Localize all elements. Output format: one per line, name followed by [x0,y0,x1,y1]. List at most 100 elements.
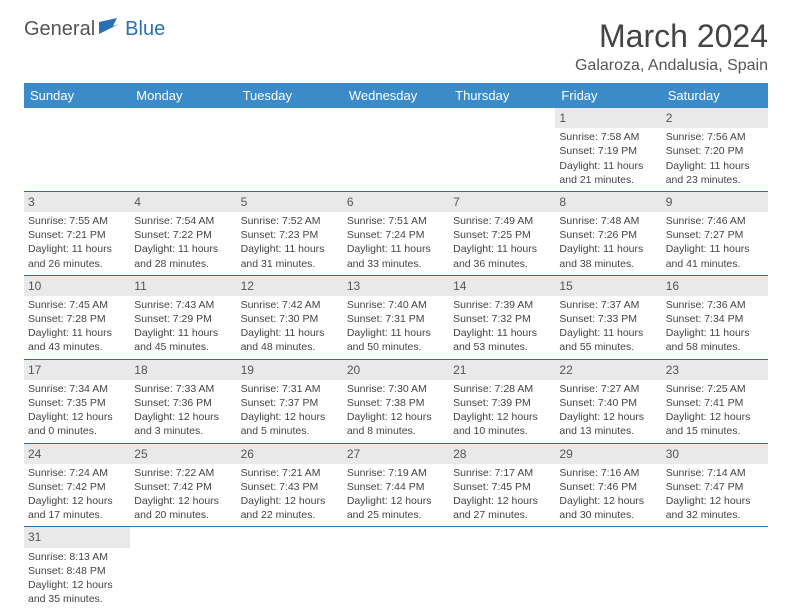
day-number: 17 [24,360,130,380]
day-number: 27 [343,444,449,464]
cell-line: Sunrise: 7:42 AM [241,298,339,312]
cell-line: Sunrise: 7:45 AM [28,298,126,312]
calendar-body: 1Sunrise: 7:58 AMSunset: 7:19 PMDaylight… [24,108,768,610]
cell-line: Sunrise: 7:28 AM [453,382,551,396]
cell-line: Daylight: 12 hours [241,494,339,508]
calendar-row: 10Sunrise: 7:45 AMSunset: 7:28 PMDayligh… [24,275,768,359]
calendar-cell: 8Sunrise: 7:48 AMSunset: 7:26 PMDaylight… [555,191,661,275]
cell-line: and 27 minutes. [453,508,551,522]
calendar-cell: 21Sunrise: 7:28 AMSunset: 7:39 PMDayligh… [449,359,555,443]
month-title: March 2024 [575,18,768,55]
cell-line: Daylight: 12 hours [28,578,126,592]
calendar-cell: 13Sunrise: 7:40 AMSunset: 7:31 PMDayligh… [343,275,449,359]
cell-line: Sunrise: 7:39 AM [453,298,551,312]
cell-line: Sunset: 7:28 PM [28,312,126,326]
cell-line: Sunset: 7:44 PM [347,480,445,494]
cell-line: and 21 minutes. [559,173,657,187]
cell-line: Sunset: 7:33 PM [559,312,657,326]
calendar-cell: 23Sunrise: 7:25 AMSunset: 7:41 PMDayligh… [662,359,768,443]
cell-line: Sunrise: 7:51 AM [347,214,445,228]
cell-line: Sunrise: 7:58 AM [559,130,657,144]
calendar-cell: 15Sunrise: 7:37 AMSunset: 7:33 PMDayligh… [555,275,661,359]
calendar-cell: 16Sunrise: 7:36 AMSunset: 7:34 PMDayligh… [662,275,768,359]
weekday-header: Tuesday [237,83,343,108]
cell-line: Daylight: 11 hours [453,326,551,340]
calendar-cell: 11Sunrise: 7:43 AMSunset: 7:29 PMDayligh… [130,275,236,359]
cell-line: Sunset: 7:35 PM [28,396,126,410]
cell-line: Daylight: 12 hours [347,494,445,508]
day-number: 28 [449,444,555,464]
weekday-header: Wednesday [343,83,449,108]
title-block: March 2024 Galaroza, Andalusia, Spain [575,18,768,75]
day-number: 22 [555,360,661,380]
cell-line: Sunset: 7:30 PM [241,312,339,326]
cell-line: Sunrise: 7:40 AM [347,298,445,312]
calendar-row: 17Sunrise: 7:34 AMSunset: 7:35 PMDayligh… [24,359,768,443]
cell-line: Sunset: 7:45 PM [453,480,551,494]
day-number: 9 [662,192,768,212]
logo: General Blue [24,18,165,41]
cell-line: and 23 minutes. [666,173,764,187]
cell-line: and 33 minutes. [347,257,445,271]
cell-line: and 48 minutes. [241,340,339,354]
cell-line: Daylight: 11 hours [559,159,657,173]
day-number: 25 [130,444,236,464]
cell-line: Sunrise: 7:54 AM [134,214,232,228]
cell-line: and 10 minutes. [453,424,551,438]
day-number: 11 [130,276,236,296]
cell-line: Sunset: 7:31 PM [347,312,445,326]
calendar-table: Sunday Monday Tuesday Wednesday Thursday… [24,83,768,610]
cell-line: Sunset: 7:39 PM [453,396,551,410]
logo-text-general: General [24,18,95,41]
cell-line: Sunrise: 7:43 AM [134,298,232,312]
day-number: 12 [237,276,343,296]
day-number: 16 [662,276,768,296]
cell-line: Daylight: 12 hours [559,410,657,424]
header: General Blue March 2024 Galaroza, Andalu… [24,18,768,75]
day-number: 15 [555,276,661,296]
calendar-cell: 28Sunrise: 7:17 AMSunset: 7:45 PMDayligh… [449,443,555,527]
day-number: 21 [449,360,555,380]
calendar-cell: 7Sunrise: 7:49 AMSunset: 7:25 PMDaylight… [449,191,555,275]
day-number: 18 [130,360,236,380]
cell-line: Sunset: 7:26 PM [559,228,657,242]
cell-line: Sunset: 7:42 PM [134,480,232,494]
cell-line: Daylight: 12 hours [347,410,445,424]
cell-line: Sunrise: 7:52 AM [241,214,339,228]
cell-line: Sunrise: 7:36 AM [666,298,764,312]
cell-line: Sunrise: 7:56 AM [666,130,764,144]
cell-line: and 28 minutes. [134,257,232,271]
cell-line: Sunrise: 7:49 AM [453,214,551,228]
cell-line: Daylight: 12 hours [134,494,232,508]
cell-line: and 22 minutes. [241,508,339,522]
day-number: 19 [237,360,343,380]
cell-line: and 41 minutes. [666,257,764,271]
calendar-cell: 29Sunrise: 7:16 AMSunset: 7:46 PMDayligh… [555,443,661,527]
day-number: 5 [237,192,343,212]
day-number: 7 [449,192,555,212]
calendar-cell: 27 Sunrise: 7:19 AMSunset: 7:44 PMDayligh… [343,443,449,527]
cell-line: Daylight: 12 hours [666,410,764,424]
weekday-header: Sunday [24,83,130,108]
cell-line: and 25 minutes. [347,508,445,522]
calendar-cell: 14Sunrise: 7:39 AMSunset: 7:32 PMDayligh… [449,275,555,359]
cell-line: and 17 minutes. [28,508,126,522]
cell-line: and 38 minutes. [559,257,657,271]
day-number: 2 [662,108,768,128]
calendar-cell [449,527,555,610]
calendar-cell: 12Sunrise: 7:42 AMSunset: 7:30 PMDayligh… [237,275,343,359]
calendar-cell: 10Sunrise: 7:45 AMSunset: 7:28 PMDayligh… [24,275,130,359]
day-number: 29 [555,444,661,464]
cell-line: Sunset: 7:21 PM [28,228,126,242]
day-number: 6 [343,192,449,212]
cell-line: and 26 minutes. [28,257,126,271]
cell-line: Sunset: 7:24 PM [347,228,445,242]
cell-line: Sunset: 7:38 PM [347,396,445,410]
day-number: 20 [343,360,449,380]
calendar-cell: 1Sunrise: 7:58 AMSunset: 7:19 PMDaylight… [555,108,661,191]
cell-line: Daylight: 11 hours [134,326,232,340]
cell-line: and 0 minutes. [28,424,126,438]
calendar-cell [662,527,768,610]
cell-line: Sunrise: 7:17 AM [453,466,551,480]
cell-line: Sunrise: 7:19 AM [347,466,445,480]
